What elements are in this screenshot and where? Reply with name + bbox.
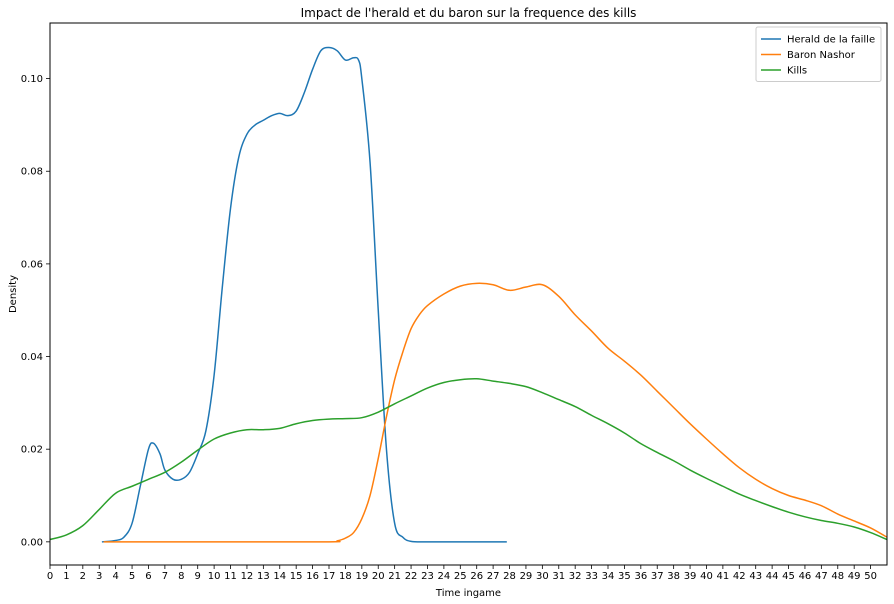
x-tick-label: 3 xyxy=(96,571,102,582)
x-tick-label: 38 xyxy=(667,571,680,582)
x-tick-label: 16 xyxy=(306,571,319,582)
x-tick-label: 15 xyxy=(290,571,303,582)
x-tick-label: 49 xyxy=(848,571,861,582)
x-tick-label: 36 xyxy=(634,571,647,582)
legend-label-2: Kills xyxy=(787,66,807,77)
x-tick-label: 37 xyxy=(651,571,664,582)
x-tick-label: 8 xyxy=(178,571,184,582)
series-line-0 xyxy=(101,46,507,543)
series-line-2 xyxy=(50,377,887,541)
x-tick-label: 2 xyxy=(80,571,86,582)
y-tick-label: 0.08 xyxy=(21,167,43,178)
x-tick-label: 33 xyxy=(585,571,598,582)
x-tick-label: 29 xyxy=(520,571,533,582)
plot-frame xyxy=(49,22,888,566)
x-axis-label: Time ingame xyxy=(435,588,501,599)
chart-title: Impact de l'herald et du baron sur la fr… xyxy=(301,6,637,20)
x-tick-label: 50 xyxy=(864,571,877,582)
x-tick-label: 7 xyxy=(162,571,168,582)
x-tick-label: 4 xyxy=(112,571,118,582)
y-tick-label: 0.02 xyxy=(21,445,43,456)
x-tick-label: 26 xyxy=(470,571,483,582)
x-tick-label: 10 xyxy=(208,571,221,582)
x-tick-label: 25 xyxy=(454,571,467,582)
y-tick-label: 0.10 xyxy=(21,74,43,85)
x-tick-label: 11 xyxy=(224,571,237,582)
x-tick-label: 27 xyxy=(487,571,500,582)
x-tick-label: 5 xyxy=(129,571,135,582)
y-tick-label: 0.04 xyxy=(21,352,43,363)
x-tick-label: 19 xyxy=(355,571,368,582)
x-tick-label: 1 xyxy=(63,571,69,582)
x-tick-label: 39 xyxy=(684,571,697,582)
x-tick-label: 47 xyxy=(815,571,828,582)
x-tick-label: 30 xyxy=(536,571,549,582)
x-tick-label: 23 xyxy=(421,571,434,582)
y-axis-label: Density xyxy=(8,275,19,313)
x-tick-label: 17 xyxy=(323,571,336,582)
x-tick-label: 24 xyxy=(438,571,451,582)
x-tick-label: 43 xyxy=(749,571,762,582)
x-tick-label: 32 xyxy=(569,571,582,582)
x-tick-label: 31 xyxy=(552,571,565,582)
x-tick-label: 28 xyxy=(503,571,516,582)
legend-label-1: Baron Nashor xyxy=(787,50,856,61)
x-tick-label: 22 xyxy=(405,571,418,582)
x-tick-label: 35 xyxy=(618,571,631,582)
x-tick-label: 48 xyxy=(831,571,844,582)
x-tick-label: 34 xyxy=(602,571,615,582)
x-tick-label: 42 xyxy=(733,571,746,582)
plot-area xyxy=(50,46,887,543)
legend-box xyxy=(755,26,882,82)
x-tick-label: 6 xyxy=(145,571,151,582)
x-tick-label: 0 xyxy=(47,571,53,582)
x-tick-label: 12 xyxy=(241,571,254,582)
x-tick-label: 13 xyxy=(257,571,270,582)
series-line-1 xyxy=(103,282,887,543)
y-tick-label: 0.00 xyxy=(21,537,43,548)
x-tick-label: 40 xyxy=(700,571,713,582)
x-tick-label: 18 xyxy=(339,571,352,582)
x-tick-label: 9 xyxy=(195,571,201,582)
legend-label-0: Herald de la faille xyxy=(787,35,875,46)
y-axis: 0.00 0.02 0.04 0.06 0.08 0.10 xyxy=(21,74,50,548)
x-tick-label: 41 xyxy=(717,571,730,582)
x-axis: 0 1 2 3 4 5 6 7 8 9 10 11 12 13 14 15 16 17 18 19 20 21 22 23 24… xyxy=(47,565,877,582)
x-tick-label: 44 xyxy=(766,571,779,582)
x-tick-label: 45 xyxy=(782,571,795,582)
y-tick-label: 0.06 xyxy=(21,259,43,270)
x-tick-label: 14 xyxy=(273,571,286,582)
x-tick-label: 21 xyxy=(388,571,401,582)
x-tick-label: 46 xyxy=(799,571,812,582)
legend: Herald de la faille Baron Nashor Kills xyxy=(755,26,882,82)
x-tick-label: 20 xyxy=(372,571,385,582)
